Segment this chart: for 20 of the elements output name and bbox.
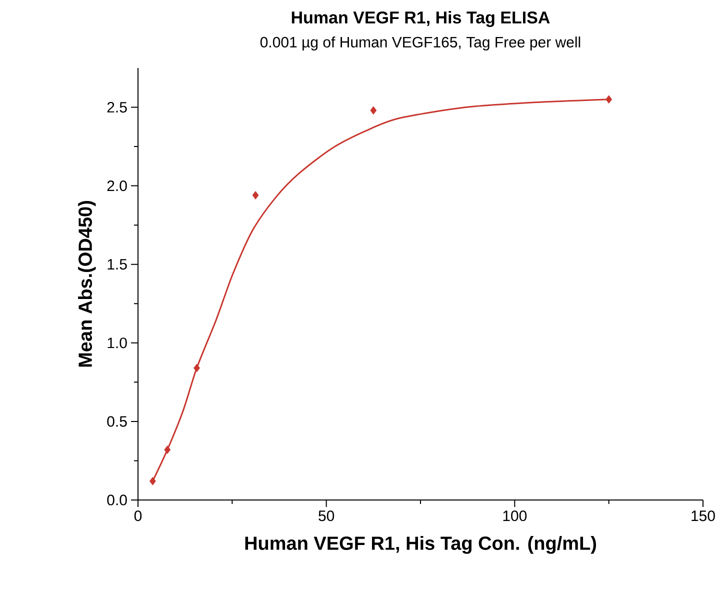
x-tick-label: 100	[503, 510, 527, 522]
point	[149, 476, 156, 486]
chart-title: Human VEGF R1, His Tag ELISA	[292, 11, 550, 27]
y-tick-label: 2.5	[107, 102, 127, 113]
y-tick-label: 1.5	[108, 259, 127, 270]
chart-subtitle: 0.001 µg of Human VEGF165, Tag Free per well	[260, 36, 580, 50]
x-tick-label: 50	[318, 510, 334, 522]
y-tick-label: 1.0	[108, 338, 127, 348]
y-tick-label: 2.0	[107, 180, 127, 192]
point	[252, 191, 259, 200]
point	[194, 364, 200, 372]
y-axis-title: Mean Abs.(OD450)	[78, 201, 96, 367]
x-tick-label: 150	[692, 510, 715, 522]
point	[164, 446, 171, 454]
point	[370, 106, 377, 115]
y-tick-label: 0.5	[107, 416, 127, 427]
y-tick-label: 0.0	[107, 494, 127, 506]
x-tick-label: 0	[134, 510, 142, 522]
x-axis-title: Human VEGF R1, His Tag Con. (ng/mL)	[245, 536, 596, 554]
point	[606, 95, 612, 104]
